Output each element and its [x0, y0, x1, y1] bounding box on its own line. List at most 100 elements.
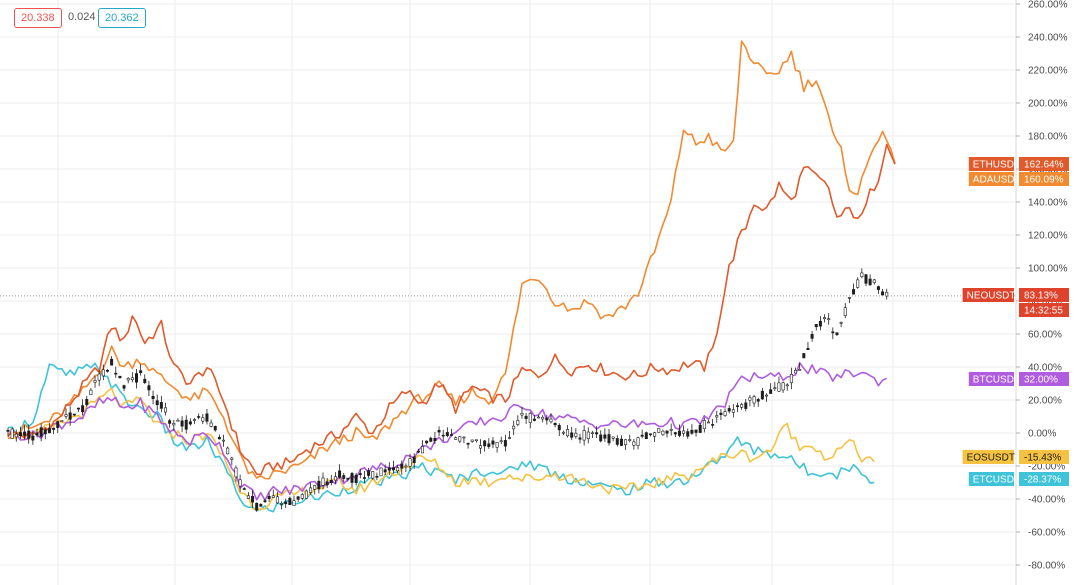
candle-body-17 [76, 407, 80, 410]
candle-110 [462, 436, 466, 444]
candle-body-112 [470, 439, 474, 442]
candle-163 [682, 425, 686, 437]
y-tick-label-3: 200.00% [1028, 99, 1068, 110]
y-tick-label-12: 20.00% [1028, 396, 1062, 407]
candle-103 [433, 431, 437, 445]
candle-35 [151, 390, 155, 405]
candle-body-139 [582, 430, 586, 441]
tag-value-bg-btcusd [1019, 372, 1069, 386]
candle-21 [93, 375, 97, 388]
sell-price-box[interactable]: 20.338 [14, 8, 62, 28]
candle-184 [769, 383, 773, 394]
buy-price-box[interactable]: 20.362 [98, 8, 146, 28]
candle-body-95 [400, 463, 404, 469]
candle-body-63 [267, 496, 271, 499]
candle-124 [520, 406, 524, 419]
candle-body-96 [404, 465, 408, 468]
candle-body-114 [479, 445, 483, 449]
candle-body-4 [23, 431, 27, 436]
candle-69 [292, 495, 296, 506]
candle-161 [673, 431, 677, 438]
chart-series-layer [7, 40, 896, 513]
candle-body-84 [354, 474, 358, 484]
candle-body-34 [147, 385, 151, 391]
candle-body-92 [387, 467, 391, 471]
y-tick-label-15: -40.00% [1028, 495, 1065, 506]
candle-body-209 [872, 279, 876, 283]
candle-112 [470, 439, 474, 443]
tag-eosusdt: EOSUSDT -15.43% [962, 450, 1069, 464]
candle-23 [101, 364, 105, 381]
candle-138 [578, 433, 582, 444]
candle-body-14 [64, 414, 68, 417]
candle-92 [387, 462, 391, 475]
candle-body-27 [118, 375, 122, 379]
candle-body-153 [640, 434, 644, 437]
candle-body-56 [238, 479, 242, 487]
candle-47 [201, 413, 205, 425]
candle-body-15 [68, 412, 72, 420]
candle-body-193 [806, 347, 810, 350]
candle-207 [864, 274, 868, 287]
candle-body-52 [222, 439, 226, 442]
candle-18 [81, 399, 85, 416]
candle-body-103 [433, 437, 437, 442]
y-tick-label-7: 120.00% [1028, 231, 1068, 242]
candle-86 [362, 470, 366, 484]
candle-body-32 [139, 370, 143, 374]
candle-body-104 [437, 430, 441, 433]
candle-10 [47, 423, 51, 434]
candle-body-35 [151, 395, 155, 399]
candle-80 [338, 464, 342, 479]
candle-171 [715, 410, 719, 423]
candle-116 [487, 438, 491, 449]
candle-body-53 [226, 447, 230, 455]
candle-body-137 [574, 432, 578, 437]
tag-name-bg-eosusdt [962, 450, 1014, 464]
candle-body-61 [259, 504, 263, 507]
candle-202 [843, 303, 847, 319]
candle-143 [599, 430, 603, 443]
candle-body-107 [449, 434, 453, 436]
candle-56 [238, 474, 242, 492]
candle-body-201 [839, 322, 843, 324]
candle-128 [537, 415, 541, 419]
candle-177 [740, 402, 744, 410]
candle-156 [653, 431, 657, 442]
candle-body-190 [794, 370, 798, 374]
candle-173 [723, 408, 727, 417]
candle-172 [719, 408, 723, 420]
candle-76 [321, 472, 325, 489]
candle-2 [14, 429, 18, 442]
candle-body-206 [860, 272, 864, 278]
candle-195 [814, 324, 818, 331]
candle-30 [130, 372, 134, 383]
candle-body-3 [18, 432, 22, 437]
candle-188 [785, 383, 789, 391]
tag-value-ethusd: 162.64% [1024, 160, 1064, 171]
candle-body-42 [180, 420, 184, 427]
candle-body-64 [271, 495, 275, 498]
tag-adausd: ADAUSD 160.09% [968, 172, 1069, 186]
candle-164 [686, 428, 690, 439]
candle-body-197 [823, 317, 827, 320]
candle-body-130 [545, 417, 549, 421]
candle-98 [412, 453, 416, 469]
candle-136 [570, 426, 574, 441]
candle-body-39 [168, 420, 172, 424]
candle-5 [27, 424, 31, 444]
candle-193 [806, 341, 810, 351]
candle-127 [532, 415, 536, 422]
tag-value-adausd: 160.09% [1024, 175, 1064, 186]
candle-96 [404, 463, 408, 473]
candle-54 [230, 456, 234, 466]
tag-name-etcusd: ETCUSD [973, 475, 1014, 486]
candle-139 [582, 425, 586, 446]
candle-body-80 [338, 470, 342, 478]
candle-body-210 [876, 286, 880, 291]
candle-66 [280, 501, 284, 510]
candle-body-183 [765, 394, 769, 397]
candle-body-133 [557, 424, 561, 431]
candle-38 [164, 402, 168, 416]
